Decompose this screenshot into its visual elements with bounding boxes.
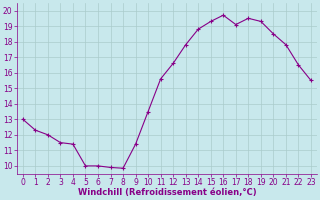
X-axis label: Windchill (Refroidissement éolien,°C): Windchill (Refroidissement éolien,°C) bbox=[77, 188, 256, 197]
